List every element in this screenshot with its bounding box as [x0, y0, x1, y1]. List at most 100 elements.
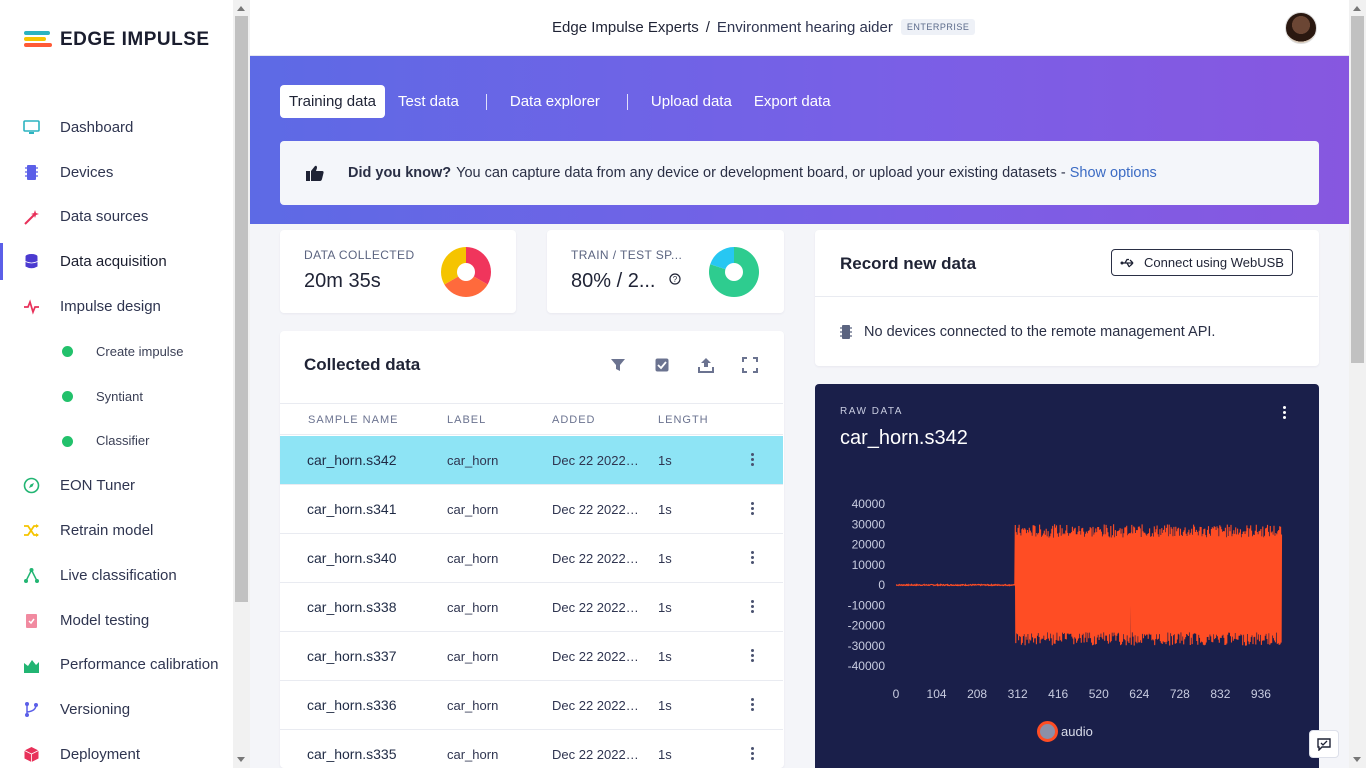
tab-data-explorer[interactable]: Data explorer [509, 93, 600, 110]
row-menu-icon[interactable] [751, 698, 755, 712]
table-row[interactable]: car_horn.s337 car_horn Dec 22 2022, 10:14:… [280, 632, 783, 681]
column-added[interactable]: ADDED [552, 414, 596, 426]
upload-icon[interactable] [698, 357, 714, 373]
sidebar-item-dashboard[interactable]: Dashboard [0, 105, 233, 150]
train-test-split-value: 80% / 2... ? [571, 270, 681, 293]
collected-data-card: Collected data SAMPLE NAME LABEL ADDED L… [280, 331, 784, 768]
length-cell: 1s [658, 649, 672, 664]
table-row[interactable]: car_horn.s340 car_horn Dec 22 2022, 10:14:… [280, 534, 783, 583]
sample-name-cell: car_horn.s337 [307, 648, 397, 664]
scroll-up-arrow-icon[interactable] [1353, 6, 1361, 11]
logo[interactable]: EDGE IMPULSE [24, 29, 210, 51]
row-menu-icon[interactable] [751, 747, 755, 761]
sidebar-item-create-impulse[interactable]: Create impulse [0, 329, 233, 374]
length-cell: 1s [658, 551, 672, 566]
filter-icon[interactable] [610, 357, 626, 373]
x-tick-label: 624 [1129, 687, 1149, 701]
length-cell: 1s [658, 600, 672, 615]
raw-data-card: RAW DATA car_horn.s342 40000 30000 20000 10… [815, 384, 1319, 768]
record-title: Record new data [840, 254, 977, 273]
y-tick-label: -40000 [848, 659, 886, 673]
tab-training-data[interactable]: Training data [280, 85, 385, 118]
column-label[interactable]: LABEL [447, 414, 487, 426]
connect-webusb-button[interactable]: Connect using WebUSB [1111, 249, 1293, 276]
sidebar-item-eon-tuner[interactable]: EON Tuner [0, 463, 233, 508]
length-cell: 1s [658, 453, 672, 468]
x-tick-label: 312 [1008, 687, 1028, 701]
x-tick-label: 416 [1048, 687, 1068, 701]
table-row[interactable]: car_horn.s335 car_horn Dec 22 2022, 10:14:… [280, 730, 783, 768]
sidebar-item-deployment[interactable]: Deployment [0, 732, 233, 768]
row-menu-icon[interactable] [751, 453, 755, 467]
table-row[interactable]: car_horn.s336 car_horn Dec 22 2022, 10:14:… [280, 681, 783, 730]
y-tick-label: -20000 [848, 619, 886, 633]
monitor-icon [23, 120, 40, 134]
feedback-button[interactable] [1309, 730, 1339, 758]
sidebar-item-impulse-design[interactable]: Impulse design [0, 284, 233, 329]
device-chip-icon [840, 325, 852, 339]
x-tick-label: 104 [927, 687, 947, 701]
sidebar-item-devices[interactable]: Devices [0, 150, 233, 195]
chart-legend[interactable]: audio [1037, 721, 1093, 742]
sidebar-item-performance-calibration[interactable]: Performance calibration [0, 643, 233, 688]
added-cell: Dec 22 2022, 10:14:55 [552, 747, 640, 762]
status-dot-icon [62, 435, 73, 447]
sidebar-item-label: EON Tuner [60, 477, 136, 495]
scroll-up-arrow-icon[interactable] [237, 6, 245, 11]
train-test-split-card: TRAIN / TEST SP... 80% / 2... ? [547, 230, 784, 313]
sidebar-item-live-classification[interactable]: Live classification [0, 553, 233, 598]
sidebar-item-data-sources[interactable]: Data sources [0, 195, 233, 240]
scrollbar-thumb[interactable] [1351, 16, 1364, 363]
main-scrollbar[interactable] [1349, 0, 1366, 768]
sidebar-item-label: Impulse design [60, 298, 161, 316]
table-row[interactable]: car_horn.s338 car_horn Dec 22 2022, 10:14:… [280, 583, 783, 632]
breadcrumb-project[interactable]: Environment hearing aider [716, 19, 893, 36]
breadcrumb-org[interactable]: Edge Impulse Experts [552, 19, 699, 36]
sample-name-cell: car_horn.s336 [307, 697, 397, 713]
sidebar-item-label: Syntiant [96, 388, 143, 404]
sidebar-scrollbar[interactable] [233, 0, 250, 768]
tab-upload-data[interactable]: Upload data [650, 93, 732, 110]
row-menu-icon[interactable] [751, 600, 755, 614]
sidebar-item-model-testing[interactable]: Model testing [0, 598, 233, 643]
column-length[interactable]: LENGTH [658, 414, 709, 426]
expand-icon[interactable] [742, 357, 758, 373]
y-tick-label: 20000 [852, 538, 886, 552]
legend-swatch-audio [1037, 721, 1058, 742]
no-devices-message: No devices connected to the remote manag… [840, 324, 1215, 340]
row-menu-icon[interactable] [751, 551, 755, 565]
sidebar-item-classifier[interactable]: Classifier [0, 419, 233, 464]
wand-icon [24, 209, 39, 225]
show-options-link[interactable]: Show options [1069, 165, 1157, 181]
sidebar-item-syntiant[interactable]: Syntiant [0, 374, 233, 419]
user-avatar[interactable] [1285, 12, 1317, 44]
y-tick-label: 40000 [852, 497, 886, 511]
row-menu-icon[interactable] [751, 502, 755, 516]
table-row[interactable]: car_horn.s341 car_horn Dec 22 2022, 10:14:… [280, 485, 783, 534]
label-cell: car_horn [447, 551, 499, 566]
sidebar-item-versioning[interactable]: Versioning [0, 687, 233, 732]
breadcrumb: Edge Impulse Experts / Environment hearing… [552, 19, 976, 36]
sidebar-item-label: Performance calibration [60, 656, 219, 674]
sidebar-item-retrain-model[interactable]: Retrain model [0, 508, 233, 553]
scroll-down-arrow-icon[interactable] [1353, 757, 1361, 762]
data-collected-label: DATA COLLECTED [304, 248, 415, 262]
table-row[interactable]: car_horn.s342 car_horn Dec 22 2022, 10:14:… [280, 436, 783, 485]
select-checkbox-icon[interactable] [654, 357, 670, 373]
split-value-text: 80% / 2... [571, 270, 656, 292]
scrollbar-thumb[interactable] [235, 16, 248, 602]
pulse-icon [24, 299, 39, 315]
row-menu-icon[interactable] [751, 649, 755, 663]
scroll-down-arrow-icon[interactable] [237, 757, 245, 762]
tab-test-data[interactable]: Test data [398, 93, 459, 110]
divider [815, 296, 1318, 297]
label-cell: car_horn [447, 747, 499, 762]
help-icon[interactable]: ? [669, 273, 681, 285]
raw-data-menu-icon[interactable] [1283, 406, 1287, 420]
x-tick-label: 936 [1251, 687, 1271, 701]
thumbs-up-icon [306, 165, 324, 181]
tab-export-data[interactable]: Export data [753, 93, 831, 110]
length-cell: 1s [658, 747, 672, 762]
column-sample-name[interactable]: SAMPLE NAME [308, 414, 399, 426]
sidebar-item-data-acquisition[interactable]: Data acquisition [0, 239, 233, 284]
